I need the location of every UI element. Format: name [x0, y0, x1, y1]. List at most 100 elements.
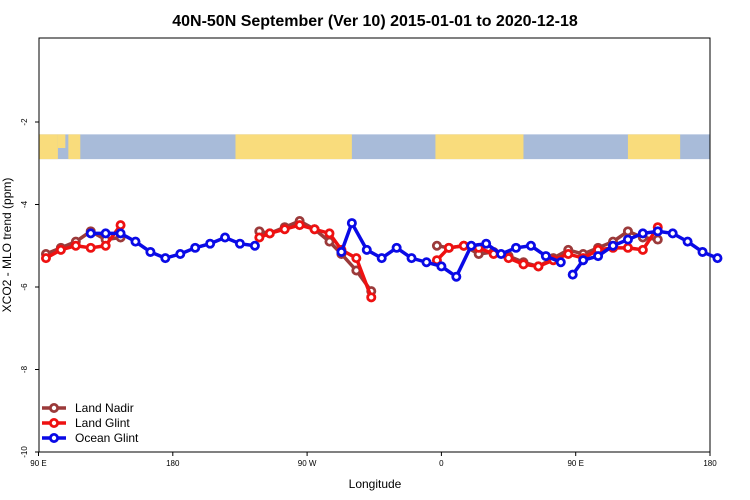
ocean-glint-point	[496, 248, 507, 259]
land-glint-point	[503, 253, 514, 264]
ocean-glint-point	[160, 253, 171, 264]
map-land	[627, 134, 681, 160]
ocean-glint-point	[540, 251, 551, 262]
ocean-glint-point	[682, 236, 693, 247]
ocean-glint-point	[130, 236, 141, 247]
legend-marker-ocean-glint	[49, 432, 60, 443]
x-tick-label: 180	[703, 459, 717, 468]
ocean-glint-point	[361, 244, 372, 255]
legend-label-land-glint: Land Glint	[75, 416, 130, 430]
series	[40, 220, 663, 303]
land-glint-point	[351, 253, 362, 264]
land-glint-point	[563, 248, 574, 259]
ocean-glint-point	[406, 253, 417, 264]
land-glint-point	[309, 224, 320, 235]
land-glint-point	[324, 228, 335, 239]
ocean-glint-point	[567, 269, 578, 280]
ocean-glint-point	[145, 246, 156, 257]
land-glint-point	[279, 224, 290, 235]
y-tick-label: -10	[20, 446, 29, 458]
legend-label-land-nadir: Land Nadir	[75, 401, 134, 415]
ocean-glint-point	[622, 234, 633, 245]
plot-area	[38, 37, 711, 453]
ocean-glint-point	[336, 246, 347, 257]
ocean-glint-point	[451, 271, 462, 282]
land-glint-point	[70, 240, 81, 251]
x-tick-label: 0	[439, 459, 444, 468]
ocean-glint-point	[376, 253, 387, 264]
y-tick-label: -6	[20, 283, 29, 291]
map-land	[57, 134, 66, 148]
x-tick-label: 180	[166, 459, 180, 468]
ocean-glint-point	[525, 240, 536, 251]
ocean-glint-point	[391, 242, 402, 253]
land-glint-point	[366, 292, 377, 303]
ocean-glint-point	[220, 232, 231, 243]
legend-label-ocean-glint: Ocean Glint	[75, 431, 139, 445]
map-land	[68, 134, 81, 160]
ocean-glint-point	[115, 228, 126, 239]
ocean-glint-point	[85, 228, 96, 239]
y-axis: -2 -4 -6 -8 -10	[20, 118, 39, 458]
map-land	[38, 134, 58, 160]
x-tick-label: 90 E	[30, 459, 46, 468]
ocean-glint-point	[697, 246, 708, 257]
y-tick-label: -4	[20, 200, 29, 208]
land-glint-point	[264, 228, 275, 239]
land-glint-point	[533, 261, 544, 272]
ocean-glint-point	[667, 228, 678, 239]
ocean-glint-point	[511, 242, 522, 253]
ocean-glint-point	[712, 253, 723, 264]
ocean-glint-point	[481, 238, 492, 249]
ocean-glint-point	[205, 238, 216, 249]
ocean-glint-point	[578, 255, 589, 266]
land-glint-point	[637, 244, 648, 255]
x-axis-label: Longitude	[349, 477, 402, 491]
series-layer	[40, 215, 723, 303]
land-glint-point	[254, 232, 265, 243]
land-glint-point	[622, 242, 633, 253]
chart-title: 40N-50N September (Ver 10) 2015-01-01 to…	[172, 13, 578, 30]
ocean-glint-point	[421, 257, 432, 268]
land-nadir-point	[652, 234, 663, 245]
ocean-glint-point	[234, 238, 245, 249]
ocean-glint-point	[190, 242, 201, 253]
ocean-glint-point	[652, 226, 663, 237]
land-glint-point	[294, 220, 305, 231]
land-glint-point	[40, 253, 51, 264]
map-land	[435, 134, 524, 160]
land-glint-point	[100, 240, 111, 251]
land-glint-point	[55, 244, 66, 255]
x-tick-label: 90 E	[567, 459, 583, 468]
x-tick-label: 90 W	[298, 459, 317, 468]
ocean-glint-point	[637, 228, 648, 239]
series	[85, 218, 723, 282]
x-axis: 90 E 180 90 W 0 90 E 180	[30, 452, 717, 468]
ocean-glint-point	[555, 257, 566, 268]
world-map-band	[38, 134, 710, 160]
legend-marker-land-nadir	[49, 402, 60, 413]
land-nadir-point	[431, 240, 442, 251]
ocean-glint-point	[593, 251, 604, 262]
ocean-glint-point	[249, 240, 260, 251]
y-axis-label: XCO2 - MLO trend (ppm)	[0, 178, 14, 313]
map-ocean	[39, 134, 710, 160]
ocean-glint-line	[339, 221, 562, 279]
land-glint-point	[115, 220, 126, 231]
ocean-glint-point	[608, 240, 619, 251]
legend-marker-land-glint	[49, 417, 60, 428]
map-land	[235, 134, 352, 160]
land-glint-point	[518, 259, 529, 270]
ocean-glint-point	[175, 248, 186, 259]
ocean-glint-point	[100, 228, 111, 239]
land-nadir-point	[622, 226, 633, 237]
land-glint-point	[443, 242, 454, 253]
y-tick-label: -2	[20, 118, 29, 126]
y-tick-label: -8	[20, 365, 29, 373]
ocean-glint-point	[436, 261, 447, 272]
ocean-glint-point	[466, 240, 477, 251]
ocean-glint-point	[346, 218, 357, 229]
land-glint-point	[85, 242, 96, 253]
